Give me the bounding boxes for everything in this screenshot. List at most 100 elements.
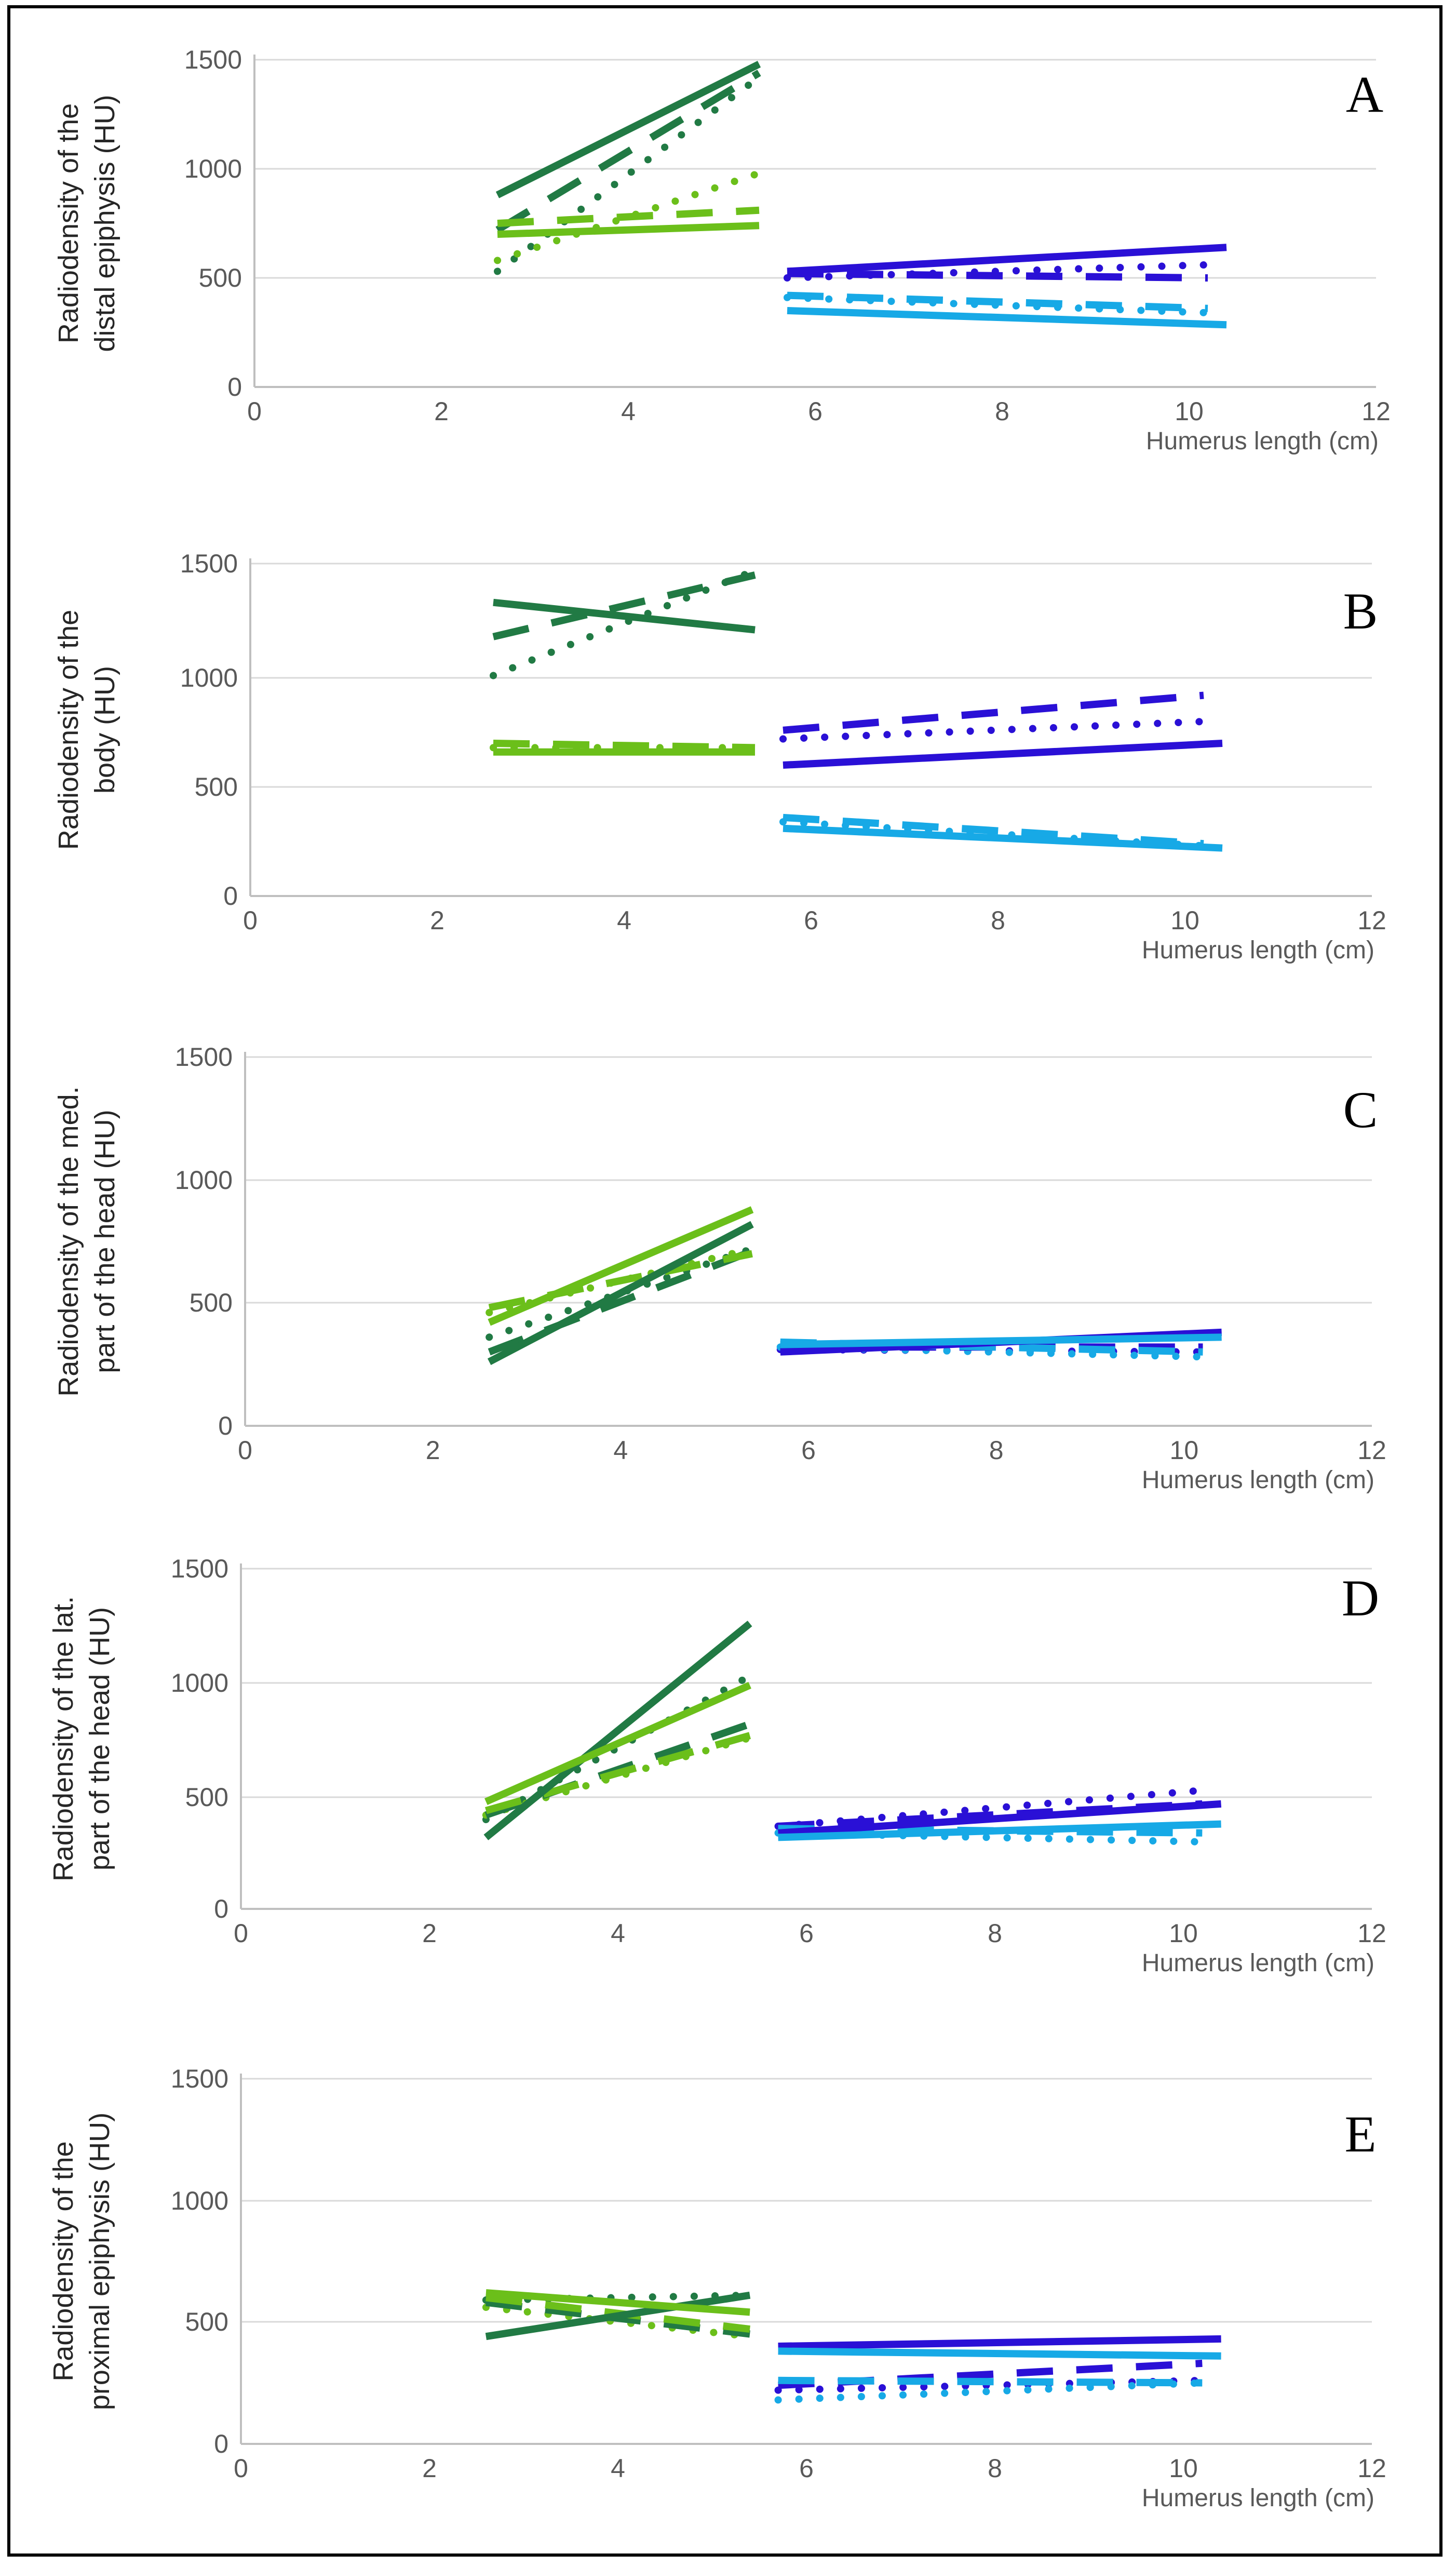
x-tick-label: 2 (422, 2454, 437, 2483)
y-axis-label-line2: distal epiphysis (HU) (89, 95, 120, 352)
y-tick-label: 1500 (175, 1042, 233, 1072)
x-tick-label: 6 (799, 1919, 814, 1948)
x-tick-label: 0 (247, 397, 262, 426)
y-tick-label: 500 (199, 263, 242, 292)
y-axis-label-line1: Radiodensity of the lat. (48, 1596, 79, 1881)
y-axis-label-line1: Radiodensity of the (53, 610, 84, 850)
y-tick-label: 1500 (171, 2064, 228, 2093)
y-tick-label: 1000 (171, 2186, 228, 2215)
y-tick-label: 1000 (175, 1166, 233, 1195)
series-line-old-light-solid (787, 307, 1227, 329)
series-line-young-light-dotted (482, 2304, 754, 2341)
x-tick-label: 0 (238, 1436, 252, 1465)
panel-label: A (1346, 65, 1383, 123)
x-tick-label: 4 (613, 1436, 628, 1465)
y-tick-label: 1500 (184, 45, 242, 74)
y-axis-label-line1: Radiodensity of the (48, 2141, 79, 2381)
series-line-old-light-solid (783, 824, 1223, 852)
series-line-young-light-dashed (493, 740, 756, 752)
x-tick-label: 10 (1170, 1436, 1199, 1465)
series-line-old-dark-dotted (784, 261, 1211, 282)
x-tick-label: 4 (611, 1919, 625, 1948)
x-tick-label: 12 (1357, 1436, 1386, 1465)
series-line-young-dark-solid (487, 1221, 754, 1365)
x-tick-label: 4 (611, 2454, 625, 2483)
series-line-young-light-dashed (488, 1250, 753, 1312)
x-tick-label: 2 (430, 906, 444, 935)
y-tick-label: 0 (227, 372, 242, 402)
series-line-young-dark-dashed (488, 1248, 754, 1356)
series-line-young-light-solid (486, 2289, 750, 2316)
x-tick-label: 8 (988, 2454, 1002, 2483)
figure-frame (7, 5, 1442, 2557)
panel-label: C (1343, 1081, 1378, 1139)
x-tick-label: 2 (422, 1919, 437, 1948)
series-line-old-dark-solid (787, 244, 1227, 275)
series-line-young-light-dashed (497, 206, 760, 227)
series-line-old-dark-dotted (779, 718, 1207, 743)
x-tick-label: 8 (995, 397, 1009, 426)
y-tick-label: 1000 (184, 154, 242, 183)
x-tick-label: 0 (234, 1919, 248, 1948)
y-tick-label: 500 (185, 2307, 228, 2336)
x-tick-label: 2 (426, 1436, 440, 1465)
x-tick-label: 8 (989, 1436, 1004, 1465)
x-axis-label: Humerus length (cm) (1142, 2484, 1374, 2512)
x-tick-label: 4 (617, 906, 631, 935)
series-line-young-light-solid (497, 222, 760, 238)
series-line-old-dark-dashed (778, 1800, 1203, 1830)
panel-label: D (1342, 1569, 1379, 1627)
series-line-old-light-solid (778, 2347, 1221, 2360)
series-line-young-dark-solid (483, 1621, 752, 1840)
x-tick-label: 6 (808, 397, 823, 426)
x-tick-label: 6 (804, 906, 818, 935)
y-tick-label: 0 (214, 1894, 228, 1923)
x-tick-label: 10 (1170, 906, 1199, 935)
x-tick-label: 8 (991, 906, 1005, 935)
series-line-old-dark-dashed (783, 691, 1204, 734)
series-line-old-dark-dotted (774, 1786, 1206, 1830)
x-axis-label: Humerus length (cm) (1142, 1949, 1374, 1977)
y-axis-label-line2: part of the head (HU) (89, 1109, 120, 1373)
series-line-young-light-dotted (482, 1734, 754, 1819)
y-tick-label: 1500 (180, 549, 238, 578)
y-axis-label-line2: body (HU) (89, 666, 120, 794)
x-tick-label: 0 (234, 2454, 248, 2483)
x-axis-label: Humerus length (cm) (1146, 427, 1379, 455)
y-axis-label-line2: proximal epiphysis (HU) (84, 2113, 115, 2410)
x-tick-label: 8 (988, 1919, 1002, 1948)
series-line-old-light-solid (778, 1820, 1221, 1841)
x-tick-label: 0 (243, 906, 258, 935)
y-tick-label: 1000 (171, 1668, 228, 1697)
series-line-old-dark-solid (778, 1800, 1222, 1837)
series-line-old-dark-dotted (774, 2376, 1206, 2394)
series-line-young-dark-solid (485, 2291, 751, 2341)
series-line-young-dark-dotted (494, 73, 763, 275)
series-line-young-light-dashed (484, 1732, 751, 1814)
series-line-young-dark-dashed (495, 70, 761, 233)
series-line-young-dark-dotted (486, 1245, 756, 1341)
y-tick-label: 500 (185, 1783, 228, 1812)
series-line-young-light-solid (488, 1206, 754, 1326)
x-tick-label: 6 (799, 2454, 814, 2483)
series-line-old-light-dotted (774, 2379, 1206, 2404)
x-tick-label: 10 (1175, 397, 1204, 426)
series-line-old-light-dotted (776, 1343, 1207, 1361)
series-line-old-dark-solid (783, 740, 1223, 769)
y-axis-label-line2: part of the head (HU) (84, 1607, 115, 1870)
y-tick-label: 0 (214, 2429, 228, 2458)
panel-label: E (1344, 2105, 1376, 2163)
x-tick-label: 12 (1357, 2454, 1386, 2483)
x-tick-label: 12 (1361, 397, 1391, 426)
y-tick-label: 0 (223, 881, 238, 911)
x-tick-label: 2 (434, 397, 449, 426)
x-tick-label: 10 (1169, 1919, 1198, 1948)
y-axis-label-line1: Radiodensity of the med. (53, 1086, 84, 1396)
x-tick-label: 10 (1169, 2454, 1198, 2483)
y-tick-label: 0 (218, 1411, 233, 1440)
series-line-young-dark-solid (493, 598, 756, 634)
series-line-old-dark-dashed (787, 270, 1208, 282)
